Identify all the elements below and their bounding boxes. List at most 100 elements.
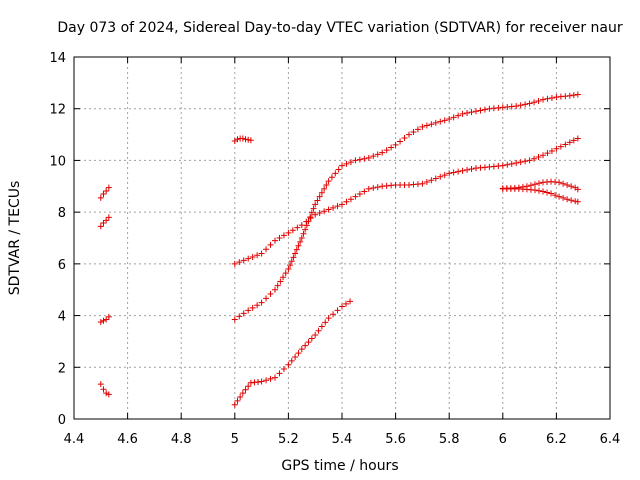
data-point-track-g xyxy=(370,153,377,160)
data-point-track-g xyxy=(316,193,323,200)
data-point-track-j xyxy=(540,188,546,195)
x-tick-label: 4.8 xyxy=(171,432,192,447)
data-point-track-g xyxy=(455,112,462,119)
data-point-track-h xyxy=(295,350,302,357)
data-point-track-c xyxy=(100,317,107,324)
data-point-track-b xyxy=(100,220,107,227)
data-point-track-g xyxy=(245,307,252,314)
data-point-track-g xyxy=(473,108,479,115)
data-point-track-j xyxy=(568,197,575,204)
x-tick-label: 5 xyxy=(231,432,239,447)
data-point-track-g xyxy=(282,270,289,277)
data-point-track-h xyxy=(292,353,299,360)
data-point-track-f xyxy=(316,210,323,217)
data-point-track-j xyxy=(560,194,567,201)
data-point-track-g xyxy=(343,160,350,167)
data-point-track-g xyxy=(295,242,302,249)
data-point-track-g xyxy=(531,99,538,106)
data-point-track-g xyxy=(450,114,457,121)
data-point-track-g xyxy=(374,151,381,158)
data-point-track-d xyxy=(105,391,112,398)
data-point-track-h xyxy=(305,339,312,346)
data-point-track-g xyxy=(535,97,542,104)
x-tick-label: 4.6 xyxy=(117,432,138,447)
data-point-track-h xyxy=(239,390,246,397)
data-point-track-f xyxy=(508,160,515,167)
data-point-track-g xyxy=(249,304,256,311)
data-point-track-j xyxy=(552,192,559,199)
data-point-track-f xyxy=(330,204,337,211)
y-tick-label: 14 xyxy=(49,51,66,66)
data-point-track-g xyxy=(274,282,281,289)
data-point-track-g xyxy=(332,170,339,177)
data-point-track-g xyxy=(513,103,520,110)
data-point-track-f xyxy=(339,201,345,208)
grid-lines xyxy=(74,57,610,419)
data-point-track-g xyxy=(352,157,359,164)
data-point-track-a xyxy=(100,191,107,198)
data-point-track-h xyxy=(347,298,354,305)
data-point-track-f xyxy=(365,185,372,192)
data-point-track-g xyxy=(397,138,404,145)
data-point-track-f xyxy=(312,211,319,218)
data-point-track-g xyxy=(298,235,305,241)
data-point-track-f xyxy=(450,169,457,176)
x-axis-title: GPS time / hours xyxy=(281,458,398,474)
data-point-track-f xyxy=(574,135,581,142)
data-point-track-g xyxy=(464,110,471,117)
data-point-track-g xyxy=(323,181,330,188)
data-point-track-i xyxy=(556,179,563,186)
data-point-track-f xyxy=(553,145,560,152)
data-point-track-f xyxy=(272,237,278,244)
data-point-track-h xyxy=(263,377,270,384)
data-point-track-h xyxy=(308,335,315,342)
data-point-track-f xyxy=(455,168,462,175)
data-point-track-f xyxy=(334,203,341,210)
data-point-track-f xyxy=(517,159,524,166)
data-point-track-g xyxy=(305,218,312,225)
data-point-track-h xyxy=(288,357,295,364)
data-point-track-g xyxy=(285,266,292,273)
data-point-track-g xyxy=(267,291,274,298)
data-point-track-g xyxy=(574,91,581,98)
data-point-track-h xyxy=(298,346,305,353)
data-point-track-f xyxy=(540,152,546,159)
data-point-track-g xyxy=(297,238,304,245)
data-point-track-h xyxy=(280,366,287,373)
data-point-track-h xyxy=(267,375,274,382)
data-point-track-f xyxy=(307,215,314,222)
data-point-track-f xyxy=(464,166,471,173)
data-point-track-e xyxy=(239,135,246,142)
data-point-track-g xyxy=(288,258,295,265)
data-point-track-f xyxy=(526,157,533,164)
data-point-track-h xyxy=(322,319,329,326)
data-point-track-g xyxy=(566,92,573,99)
data-point-track-a xyxy=(97,194,104,201)
axis-ticks: 4.4 4.6 4.8 5 5.2 5.4 5.6 5.8 6 6.2 6.4 0 2 4 6 8 10 12 14 xyxy=(49,51,620,447)
data-point-track-j xyxy=(564,196,571,203)
data-point-track-g xyxy=(263,295,270,302)
data-point-track-f xyxy=(263,246,270,253)
data-point-track-g xyxy=(570,92,577,99)
data-point-track-h xyxy=(325,315,332,322)
x-tick-label: 5.8 xyxy=(439,432,460,447)
data-point-track-f xyxy=(321,208,328,215)
data-point-track-g xyxy=(481,106,488,113)
data-point-track-g xyxy=(356,156,363,163)
data-point-track-f xyxy=(245,255,252,262)
data-point-track-g xyxy=(318,189,325,196)
data-point-track-g xyxy=(254,302,261,309)
data-point-track-j xyxy=(574,198,581,205)
data-point-track-f xyxy=(231,260,238,267)
data-point-track-f xyxy=(361,188,368,195)
data-point-track-g xyxy=(280,274,287,281)
y-tick-label: 8 xyxy=(58,206,66,221)
data-point-track-g xyxy=(517,102,524,109)
data-point-track-f xyxy=(544,150,551,157)
data-point-track-j xyxy=(535,187,542,194)
data-point-track-d xyxy=(103,390,110,397)
data-point-track-f xyxy=(522,158,529,165)
data-point-track-h xyxy=(330,311,337,318)
data-point-track-e xyxy=(245,136,252,143)
data-point-track-g xyxy=(410,128,417,135)
